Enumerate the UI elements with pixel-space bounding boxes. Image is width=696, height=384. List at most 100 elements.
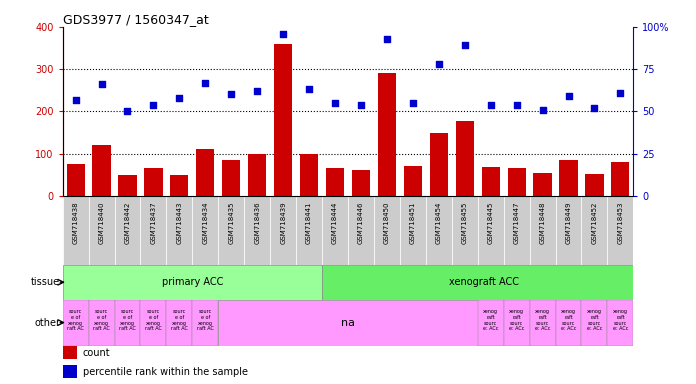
Text: xenog
raft
sourc
e: ACc: xenog raft sourc e: ACc <box>483 309 498 331</box>
Point <box>615 90 626 96</box>
FancyBboxPatch shape <box>192 300 219 346</box>
FancyBboxPatch shape <box>115 300 141 346</box>
FancyBboxPatch shape <box>555 300 581 346</box>
Bar <box>456 121 474 196</box>
Text: sourc
e of
xenog
raft AC: sourc e of xenog raft AC <box>171 309 188 331</box>
FancyBboxPatch shape <box>581 300 608 346</box>
Text: tissue: tissue <box>31 277 60 287</box>
FancyBboxPatch shape <box>192 196 219 265</box>
Bar <box>611 162 629 196</box>
FancyBboxPatch shape <box>477 300 504 346</box>
FancyBboxPatch shape <box>504 300 530 346</box>
Text: sourc
e of
xenog
raft AC: sourc e of xenog raft AC <box>119 309 136 331</box>
FancyBboxPatch shape <box>322 265 647 300</box>
FancyBboxPatch shape <box>452 196 477 265</box>
Bar <box>429 133 448 196</box>
Text: sourc
e of
xenog
raft AC: sourc e of xenog raft AC <box>68 309 84 331</box>
FancyBboxPatch shape <box>530 300 555 346</box>
FancyBboxPatch shape <box>141 196 166 265</box>
FancyBboxPatch shape <box>608 196 633 265</box>
FancyBboxPatch shape <box>400 196 426 265</box>
Text: xenog
raft
sourc
e: ACc: xenog raft sourc e: ACc <box>561 309 576 331</box>
Bar <box>93 145 111 196</box>
Text: GSM718442: GSM718442 <box>125 201 130 244</box>
Text: xenograft ACC: xenograft ACC <box>449 277 519 287</box>
Text: GSM718444: GSM718444 <box>332 201 338 244</box>
Text: xenog
raft
sourc
e: ACc: xenog raft sourc e: ACc <box>509 309 524 331</box>
Point <box>174 95 185 101</box>
Text: GSM718435: GSM718435 <box>228 201 235 244</box>
FancyBboxPatch shape <box>166 196 192 265</box>
Point <box>278 31 289 37</box>
Bar <box>67 164 85 196</box>
FancyBboxPatch shape <box>219 300 477 346</box>
Text: xenog
raft
sourc
e: ACc: xenog raft sourc e: ACc <box>535 309 551 331</box>
Bar <box>63 365 77 378</box>
Bar <box>196 149 214 196</box>
Point <box>407 100 418 106</box>
Bar <box>560 160 578 196</box>
FancyBboxPatch shape <box>166 300 192 346</box>
FancyBboxPatch shape <box>530 196 555 265</box>
Bar <box>482 167 500 196</box>
Text: GSM718443: GSM718443 <box>176 201 182 244</box>
FancyBboxPatch shape <box>374 196 400 265</box>
Bar <box>300 154 318 196</box>
Text: na: na <box>341 318 355 328</box>
Point <box>252 88 263 94</box>
Bar <box>118 175 136 196</box>
Point <box>537 107 548 113</box>
Text: GSM718446: GSM718446 <box>358 201 364 244</box>
FancyBboxPatch shape <box>477 196 504 265</box>
Text: xenog
raft
sourc
e: ACc: xenog raft sourc e: ACc <box>587 309 602 331</box>
Point <box>356 101 367 108</box>
FancyBboxPatch shape <box>115 196 141 265</box>
Bar <box>352 170 370 196</box>
FancyBboxPatch shape <box>296 196 322 265</box>
FancyBboxPatch shape <box>63 265 322 300</box>
FancyBboxPatch shape <box>63 196 88 265</box>
FancyBboxPatch shape <box>63 300 88 346</box>
Point <box>303 86 315 93</box>
Text: primary ACC: primary ACC <box>161 277 223 287</box>
Point <box>459 42 470 48</box>
FancyBboxPatch shape <box>555 196 581 265</box>
Text: sourc
e of
xenog
raft AC: sourc e of xenog raft AC <box>197 309 214 331</box>
Text: percentile rank within the sample: percentile rank within the sample <box>83 367 248 377</box>
Text: GSM718447: GSM718447 <box>514 201 520 244</box>
Bar <box>326 169 344 196</box>
Bar <box>404 166 422 196</box>
Text: GSM718448: GSM718448 <box>539 201 546 244</box>
FancyBboxPatch shape <box>244 196 270 265</box>
Text: GDS3977 / 1560347_at: GDS3977 / 1560347_at <box>63 13 208 26</box>
Point <box>381 36 393 42</box>
Text: GSM718445: GSM718445 <box>488 201 493 244</box>
Bar <box>585 174 603 196</box>
Text: GSM718439: GSM718439 <box>280 201 286 244</box>
Point <box>70 96 81 103</box>
FancyBboxPatch shape <box>88 300 115 346</box>
Text: GSM718441: GSM718441 <box>306 201 312 244</box>
Text: GSM718438: GSM718438 <box>72 201 79 244</box>
Bar <box>507 169 525 196</box>
Point <box>433 61 444 67</box>
Text: GSM718453: GSM718453 <box>617 201 624 244</box>
FancyBboxPatch shape <box>270 196 296 265</box>
Text: GSM718440: GSM718440 <box>99 201 104 244</box>
Bar <box>144 169 163 196</box>
Point <box>563 93 574 99</box>
FancyBboxPatch shape <box>322 196 348 265</box>
Text: GSM718449: GSM718449 <box>566 201 571 244</box>
FancyBboxPatch shape <box>219 196 244 265</box>
FancyBboxPatch shape <box>504 196 530 265</box>
Text: xenog
raft
sourc
e: ACc: xenog raft sourc e: ACc <box>612 309 628 331</box>
Text: GSM718437: GSM718437 <box>150 201 157 244</box>
Point <box>122 108 133 114</box>
Text: GSM718451: GSM718451 <box>410 201 416 244</box>
FancyBboxPatch shape <box>88 196 115 265</box>
Bar <box>222 160 240 196</box>
Text: other: other <box>34 318 60 328</box>
Text: GSM718455: GSM718455 <box>461 201 468 244</box>
Text: count: count <box>83 348 110 358</box>
Text: GSM718450: GSM718450 <box>384 201 390 244</box>
